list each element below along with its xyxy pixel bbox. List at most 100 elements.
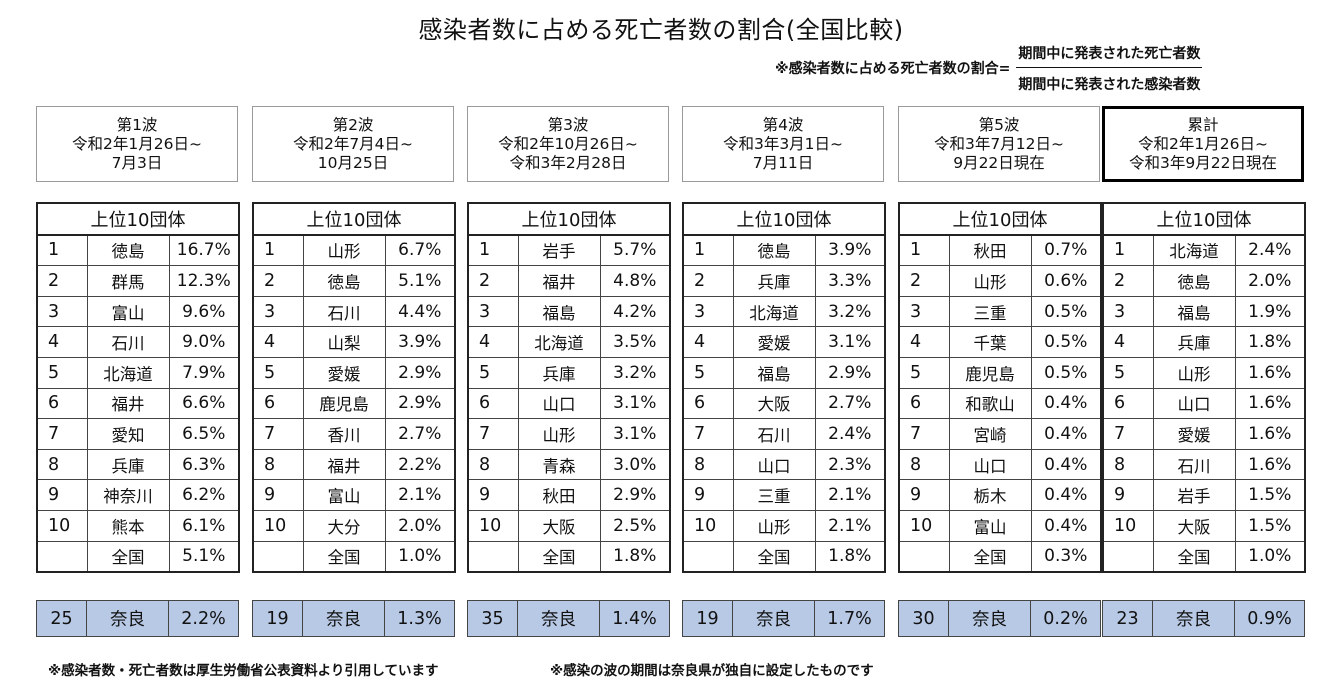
ratio-cell: 4.4% — [384, 295, 456, 328]
ratio-cell: 2.2% — [384, 448, 456, 481]
table-row: 8 石川 1.6% — [1102, 448, 1306, 481]
rank-cell: 4 — [467, 326, 519, 358]
ratio-cell: 4.2% — [599, 295, 671, 328]
period-box: 第1波 令和2年1月26日~ 7月3日 — [36, 106, 238, 182]
nara-prefecture-cell: 奈良 — [948, 600, 1031, 637]
rank-cell — [467, 540, 519, 573]
prefecture-cell: 秋田 — [948, 234, 1032, 267]
nara-rank-cell: 35 — [467, 600, 518, 637]
ratio-cell: 2.9% — [384, 387, 456, 420]
table-row: 4 石川 9.0% — [36, 326, 240, 358]
table-row: 2 福井 4.8% — [467, 265, 671, 297]
prefecture-cell: 山形 — [1152, 356, 1236, 389]
prefecture-cell: 群馬 — [86, 265, 170, 297]
table-row: 1 徳島 3.9% — [682, 234, 886, 267]
formula-label: ※感染者数に占める死亡者数の割合= — [775, 61, 1011, 77]
wave-name: 第1波 — [116, 115, 158, 134]
rank-cell: 10 — [36, 509, 88, 542]
rank-cell: 10 — [467, 509, 519, 542]
rank-cell: 8 — [682, 448, 734, 481]
table-row: 9 神奈川 6.2% — [36, 479, 240, 511]
period-line: 10月25日 — [317, 153, 389, 172]
wave-panel: 第4波 令和3年3月1日~ 7月11日 上位10団体 1 徳島 3.9% 2 兵庫 3.3% 3 北海… — [682, 106, 887, 574]
table-row: 5 愛媛 2.9% — [252, 356, 456, 389]
rank-cell: 4 — [1102, 326, 1154, 358]
table-row: 10 山形 2.1% — [682, 509, 886, 542]
nara-rank-cell: 23 — [1102, 600, 1153, 637]
prefecture-cell: 大阪 — [517, 509, 601, 542]
ratio-cell: 3.2% — [814, 295, 886, 328]
ratio-cell: 3.5% — [599, 326, 671, 358]
prefecture-cell: 福井 — [86, 387, 170, 420]
table-row: 9 三重 2.1% — [682, 479, 886, 511]
prefecture-cell: 岩手 — [517, 234, 601, 267]
rank-cell: 4 — [36, 326, 88, 358]
nara-prefecture-cell: 奈良 — [517, 600, 600, 637]
table-row: 6 福井 6.6% — [36, 387, 240, 420]
ranking-table: 上位10団体 1 岩手 5.7% 2 福井 4.8% 3 福島 4.2% 4 北海道 3.5% 5 兵庫 3.… — [467, 202, 672, 574]
rank-cell: 2 — [36, 265, 88, 297]
rank-cell: 6 — [682, 387, 734, 420]
period-box: 第2波 令和2年7月4日~ 10月25日 — [252, 106, 454, 182]
rank-cell — [898, 540, 950, 573]
rank-cell: 2 — [682, 265, 734, 297]
prefecture-cell: 山形 — [302, 234, 386, 267]
wave-panel: 第2波 令和2年7月4日~ 10月25日上位10団体 1 山形 6.7% 2 徳島 5.1% 3 石… — [252, 106, 457, 574]
ratio-cell: 3.9% — [814, 234, 886, 267]
prefecture-cell: 徳島 — [732, 234, 816, 267]
rank-cell: 8 — [36, 448, 88, 481]
ranking-table: 上位10団体 1 山形 6.7% 2 徳島 5.1% 3 石川 4.4% 4 山梨 3.9% 5 愛媛 2.9… — [252, 202, 457, 574]
rank-cell — [36, 540, 88, 573]
rank-cell: 2 — [1102, 265, 1154, 297]
table-row: 2 兵庫 3.3% — [682, 265, 886, 297]
nara-row: 30 奈良 0.2% — [898, 600, 1101, 637]
ratio-cell: 2.7% — [384, 418, 456, 450]
ranking-table: 上位10団体 1 徳島 16.7% 2 群馬 12.3% 3 富山 9.6% 4 石川 9.0% 5 北海道… — [36, 202, 241, 574]
ratio-cell: 0.3% — [1030, 540, 1102, 573]
rank-cell: 5 — [898, 356, 950, 389]
rank-cell: 3 — [1102, 295, 1154, 328]
national-row: 全国 5.1% — [36, 540, 240, 573]
ratio-cell: 0.5% — [1030, 356, 1102, 389]
table-row: 3 三重 0.5% — [898, 295, 1102, 328]
prefecture-cell: 石川 — [302, 295, 386, 328]
rank-cell: 7 — [36, 418, 88, 450]
table-row: 7 山形 3.1% — [467, 418, 671, 450]
rank-cell: 10 — [898, 509, 950, 542]
ratio-cell: 1.8% — [814, 540, 886, 573]
wave-panel: 第3波 令和2年10月26日~ 令和3年2月28日 上位10団体 1 岩手 5.7% 2 福井 4… — [467, 106, 672, 574]
table-row: 1 徳島 16.7% — [36, 234, 240, 267]
table-row: 7 石川 2.4% — [682, 418, 886, 450]
prefecture-cell: 兵庫 — [732, 265, 816, 297]
prefecture-cell: 兵庫 — [1152, 326, 1236, 358]
prefecture-cell: 大阪 — [732, 387, 816, 420]
table-row: 4 北海道 3.5% — [467, 326, 671, 358]
ratio-cell: 3.1% — [599, 387, 671, 420]
rank-cell: 1 — [682, 234, 734, 267]
ratio-cell: 6.6% — [168, 387, 240, 420]
prefecture-cell: 大阪 — [1152, 509, 1236, 542]
table-row: 8 青森 3.0% — [467, 448, 671, 481]
prefecture-cell: 千葉 — [948, 326, 1032, 358]
table-row: 3 北海道 3.2% — [682, 295, 886, 328]
ratio-cell: 5.1% — [384, 265, 456, 297]
national-row: 全国 1.8% — [467, 540, 671, 573]
prefecture-cell: 鹿児島 — [948, 356, 1032, 389]
prefecture-cell: 山梨 — [302, 326, 386, 358]
prefecture-cell: 北海道 — [1152, 234, 1236, 267]
prefecture-cell: 山形 — [948, 265, 1032, 297]
table-row: 7 宮崎 0.4% — [898, 418, 1102, 450]
table-row: 6 山口 1.6% — [1102, 387, 1306, 420]
ratio-cell: 2.0% — [384, 509, 456, 542]
rank-cell: 1 — [1102, 234, 1154, 267]
prefecture-cell: 福島 — [1152, 295, 1236, 328]
prefecture-cell: 全国 — [732, 540, 816, 573]
table-row: 10 富山 0.4% — [898, 509, 1102, 542]
table-row: 3 福島 1.9% — [1102, 295, 1306, 328]
prefecture-cell: 熊本 — [86, 509, 170, 542]
table-row: 3 石川 4.4% — [252, 295, 456, 328]
table-row: 5 北海道 7.9% — [36, 356, 240, 389]
table-row: 9 栃木 0.4% — [898, 479, 1102, 511]
rank-cell: 4 — [898, 326, 950, 358]
period-line: 令和2年1月26日~ — [1138, 134, 1268, 153]
